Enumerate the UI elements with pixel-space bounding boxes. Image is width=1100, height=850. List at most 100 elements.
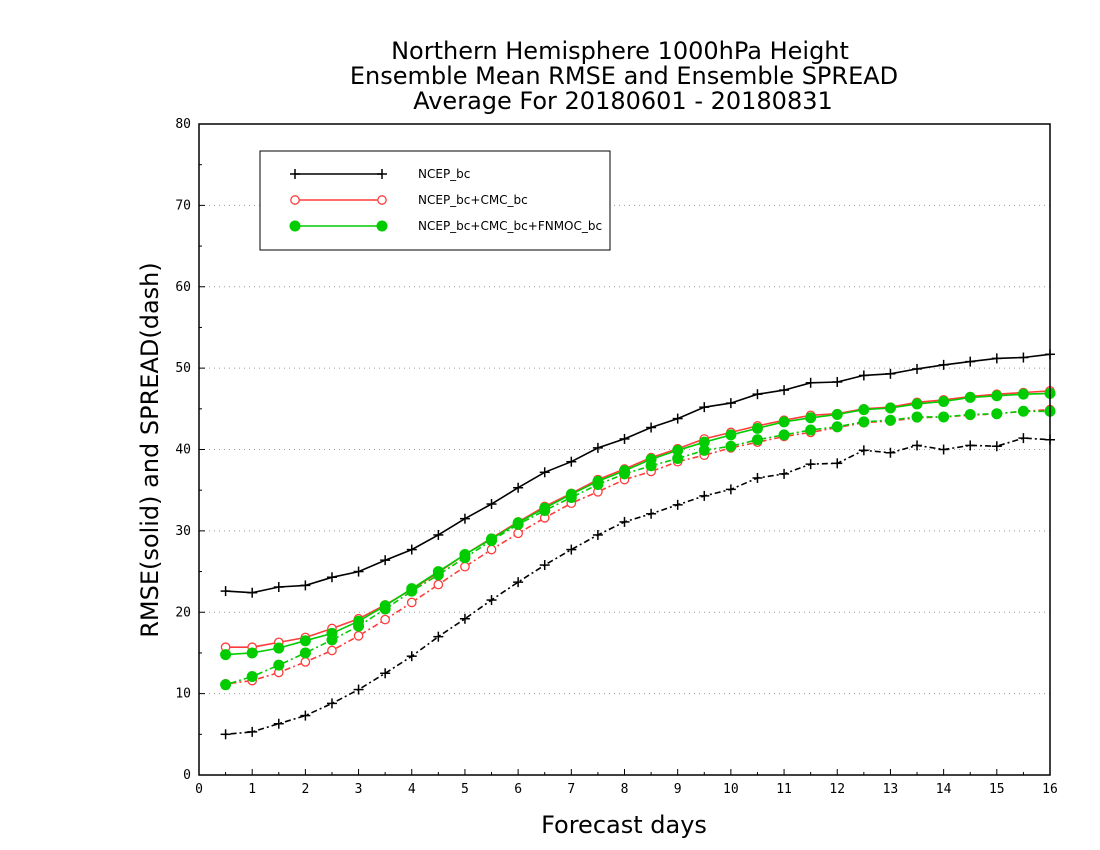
series-point-spread-1: [592, 529, 603, 540]
series-point-spread-3: [911, 411, 923, 423]
series-point-rmse-1: [459, 513, 470, 524]
x-tick-label: 8: [621, 782, 629, 797]
series-point-spread-1: [619, 516, 630, 527]
legend-marker-end-1: [377, 169, 387, 179]
series-point-rmse-1: [566, 456, 577, 467]
x-tick-label: 2: [301, 782, 309, 797]
series-point-rmse-1: [938, 359, 949, 370]
y-tick-label: 40: [175, 443, 191, 458]
series-point-rmse-1: [965, 356, 976, 367]
series-point-rmse-1: [539, 467, 550, 478]
series-point-rmse-1: [220, 586, 231, 597]
series-point-rmse-1: [273, 582, 284, 593]
series-point-spread-1: [1018, 433, 1029, 444]
series-point-rmse-1: [247, 587, 258, 598]
series-point-rmse-3: [964, 391, 976, 403]
legend: NCEP_bc NCEP_bc+CMC_bc NCEP_bc+CMC_bc+FNMO…: [259, 150, 611, 251]
series-point-rmse-3: [938, 395, 950, 407]
x-tick-label: 13: [883, 782, 899, 797]
series-point-spread-2: [380, 614, 391, 625]
y-tick-label: 30: [175, 524, 191, 539]
series-point-rmse-3: [1017, 388, 1029, 400]
series-point-rmse-1: [885, 368, 896, 379]
series-point-spread-1: [725, 484, 736, 495]
series-point-spread-3: [831, 421, 843, 433]
series-point-spread-3: [884, 414, 896, 426]
series-point-rmse-3: [512, 517, 524, 529]
series-point-spread-1: [858, 445, 869, 456]
y-axis-label: RMSE(solid) and SPREAD(dash): [136, 262, 164, 638]
series-point-spread-1: [220, 729, 231, 740]
y-tick-label: 20: [175, 605, 191, 620]
series-point-rmse-3: [299, 635, 311, 647]
series-point-spread-1: [539, 560, 550, 571]
series-point-spread-3: [778, 429, 790, 441]
series-point-spread-3: [751, 434, 763, 446]
series-line-spread-1: [225, 437, 1051, 736]
series-point-spread-1: [459, 613, 470, 624]
series-point-rmse-1: [832, 376, 843, 387]
legend-marker-end-3: [376, 220, 388, 232]
series-line-rmse-1: [225, 353, 1051, 594]
x-tick-label: 11: [776, 782, 792, 797]
series-point-rmse-1: [672, 413, 683, 424]
series-point-spread-3: [246, 671, 258, 683]
series-point-spread-1: [885, 447, 896, 458]
x-tick-label: 0: [195, 782, 203, 797]
legend-label-2: NCEP_bc+CMC_bc: [418, 193, 528, 207]
legend-marker-start-2: [290, 195, 300, 205]
legend-label-1: NCEP_bc: [418, 167, 470, 181]
series-point-rmse-3: [619, 465, 630, 477]
series-point-spread-1: [353, 684, 364, 695]
series-point-spread-1: [991, 441, 1002, 452]
series-point-spread-3: [991, 408, 1003, 420]
series-point-rmse-1: [326, 572, 337, 583]
x-tick-label: 9: [674, 782, 682, 797]
y-tick-label: 10: [175, 687, 191, 702]
x-tick-label: 4: [408, 782, 416, 797]
series-point-rmse-1: [752, 389, 763, 400]
series-point-spread-1: [486, 595, 497, 606]
series-point-spread-3: [938, 411, 950, 423]
series-point-spread-3: [273, 659, 285, 671]
series-point-rmse-3: [751, 422, 763, 434]
chart-title-line-1: Northern Hemisphere 1000hPa Height: [391, 37, 849, 65]
series-point-spread-1: [752, 472, 763, 483]
legend-marker-end-2: [377, 195, 387, 205]
series-point-rmse-1: [406, 544, 417, 555]
x-tick-label: 10: [723, 782, 739, 797]
series-point-spread-3: [725, 440, 737, 452]
series-point-spread-1: [380, 668, 391, 679]
series-point-rmse-3: [246, 647, 258, 659]
legend-label-3: NCEP_bc+CMC_bc+FNMOC_bc: [418, 219, 602, 233]
series-point-rmse-1: [380, 555, 391, 566]
series-point-rmse-3: [592, 475, 604, 487]
series-point-spread-2: [353, 630, 364, 641]
series-line-spread-2: [225, 408, 1051, 685]
series-line-rmse-2: [225, 390, 1051, 649]
series-point-rmse-1: [486, 499, 497, 510]
series-point-rmse-3: [778, 416, 790, 428]
series-point-spread-3: [964, 409, 976, 421]
series-point-rmse-1: [433, 529, 444, 540]
series-point-rmse-3: [645, 453, 657, 465]
x-tick-label: 7: [567, 782, 575, 797]
series-point-rmse-3: [672, 444, 684, 456]
series-point-rmse-3: [273, 642, 285, 654]
series-point-spread-3: [805, 424, 817, 436]
series-line-spread-3: [225, 410, 1050, 686]
series-point-spread-2: [433, 579, 444, 590]
series-point-rmse-1: [353, 566, 364, 577]
series-point-rmse-3: [911, 398, 923, 410]
series-point-spread-2: [406, 597, 417, 608]
series-point-rmse-1: [779, 385, 790, 396]
y-tick-label: 60: [175, 280, 191, 295]
series-point-spread-3: [299, 647, 311, 659]
series-point-rmse-3: [353, 615, 365, 627]
series-point-rmse-1: [858, 370, 869, 381]
series-point-spread-1: [433, 631, 444, 642]
series-point-rmse-1: [991, 353, 1002, 364]
series-point-spread-2: [486, 544, 497, 555]
series-point-spread-2: [513, 528, 523, 539]
series-point-rmse-1: [619, 433, 630, 444]
